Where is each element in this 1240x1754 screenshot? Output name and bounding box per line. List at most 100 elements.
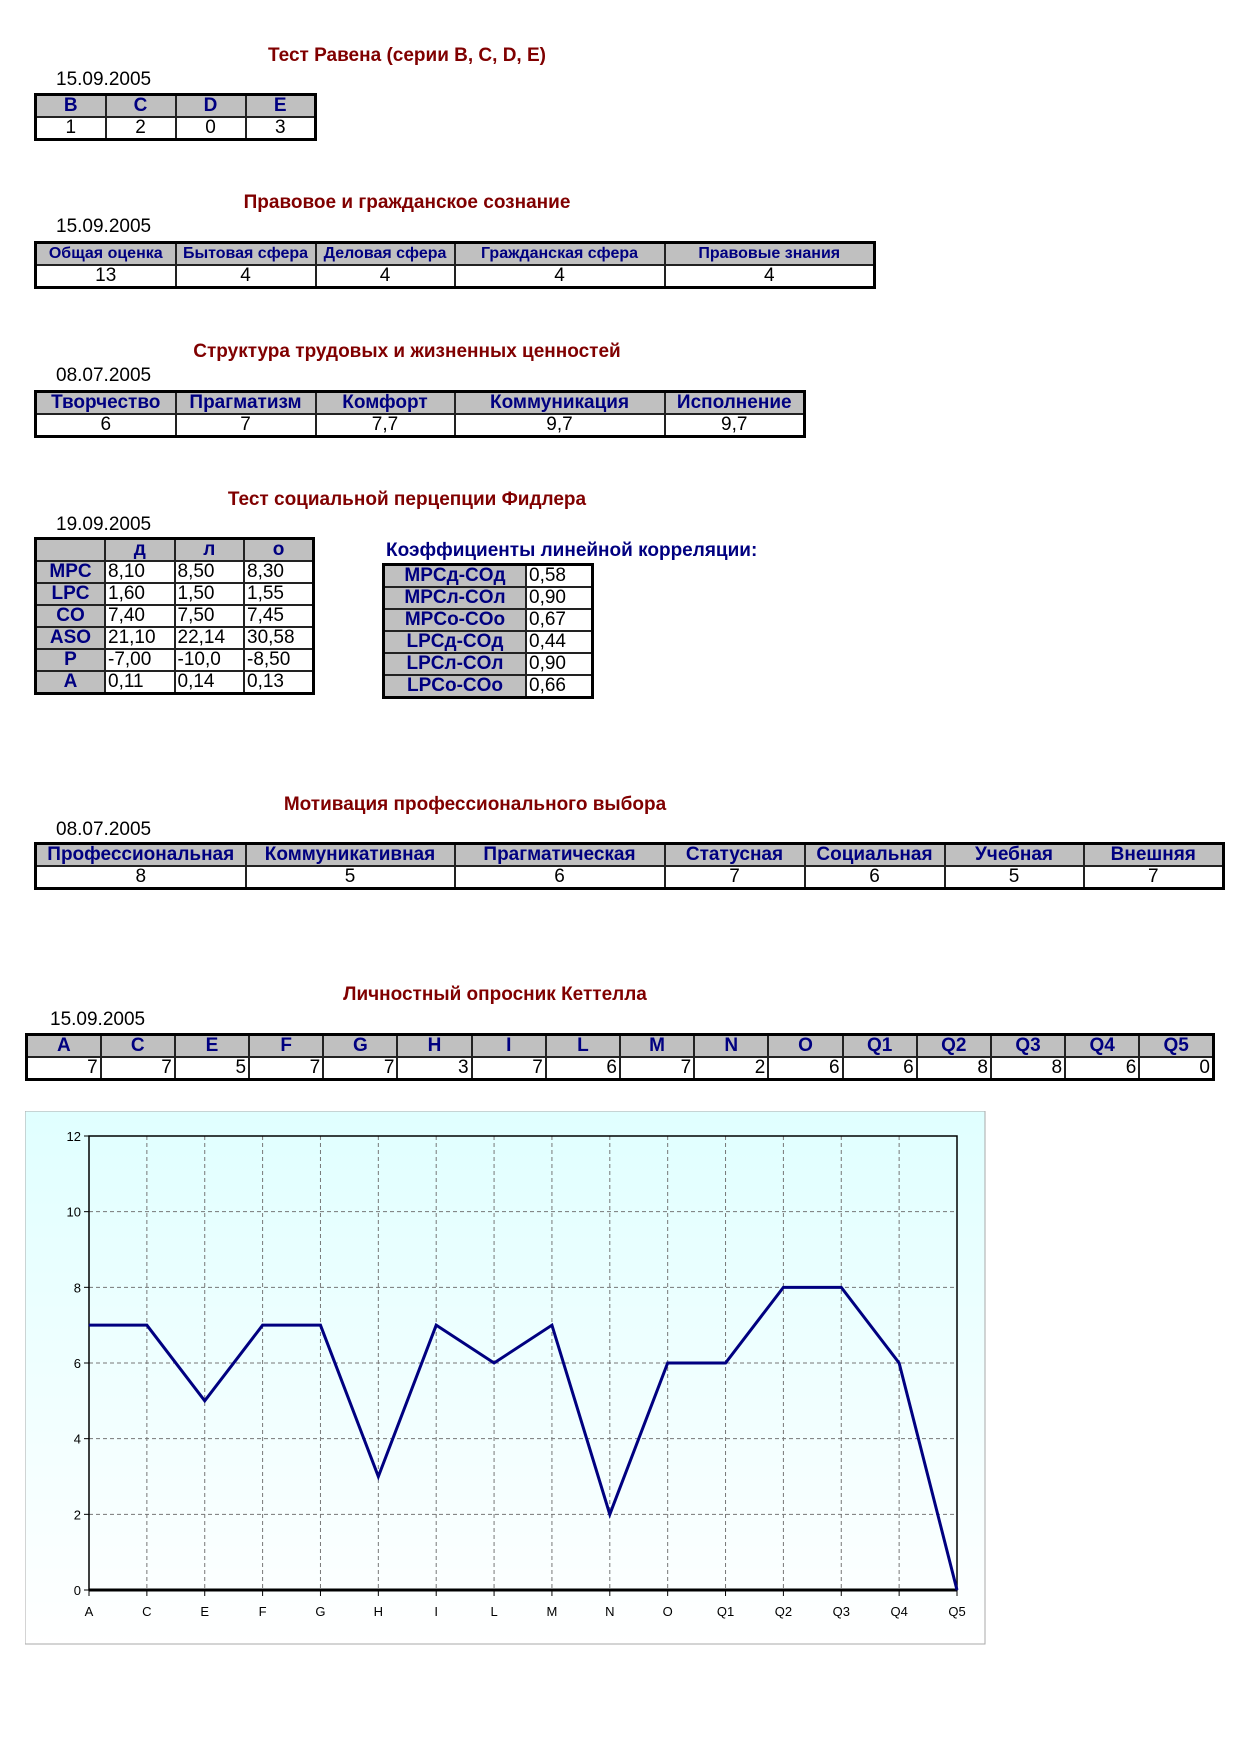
value-cell: 7,7 <box>314 413 456 438</box>
table-row: MPCо-COо 0,67 <box>382 608 594 632</box>
value-cell: 7 <box>248 1056 325 1081</box>
column-header: O <box>767 1033 844 1058</box>
value-cell: 8 <box>34 865 247 890</box>
value-cell: 8,50 <box>173 560 245 584</box>
data-point <box>609 1513 611 1515</box>
value-cell: 7 <box>1082 865 1225 890</box>
column-header: L <box>544 1033 622 1058</box>
value-cell: 0,90 <box>525 652 594 676</box>
row-label: LPC <box>34 582 106 606</box>
data-point <box>898 1362 900 1364</box>
value-cell: 7,50 <box>173 604 245 628</box>
value-cell: 0 <box>174 116 247 141</box>
row-label: MPCо-COо <box>382 608 527 632</box>
x-tick-label: F <box>259 1604 267 1619</box>
values-title: Структура трудовых и жизненных ценностей <box>193 341 621 362</box>
value-cell: 8 <box>915 1056 992 1081</box>
column-header: G <box>322 1033 399 1058</box>
value-cell: 7 <box>618 1056 696 1081</box>
column-header: F <box>248 1033 325 1058</box>
column-header <box>34 537 106 562</box>
x-tick-label: M <box>547 1604 558 1619</box>
values-date: 08.07.2005 <box>56 365 152 386</box>
data-point <box>435 1324 437 1326</box>
value-cell: 3 <box>244 116 317 141</box>
value-cell: 0,14 <box>173 670 245 695</box>
column-header: Бытовая сфера <box>174 241 317 266</box>
x-tick-label: I <box>434 1604 438 1619</box>
value-cell: 0,44 <box>525 630 594 654</box>
x-tick-label: Q1 <box>717 1604 734 1619</box>
column-header: д <box>104 537 176 562</box>
row-label: MPCд-COд <box>382 563 527 588</box>
value-cell: 6 <box>453 865 666 890</box>
value-cell: 0 <box>1138 1056 1215 1081</box>
value-cell: 8,30 <box>243 560 315 584</box>
value-cell: 3 <box>396 1056 473 1081</box>
column-header: Правовые знания <box>663 241 876 266</box>
cattell-table: A C E F G H I L M N O Q1 Q2 Q3 Q4 Q5 7 7 5 7 7 3 7 6 7 2 6 6 8 8 6 0 <box>25 1033 1215 1081</box>
column-header: Гражданская сфера <box>453 241 666 266</box>
header-row: A C E F G H I L M N O Q1 Q2 Q3 Q4 Q5 <box>25 1033 1215 1058</box>
value-cell: 8,10 <box>104 560 176 584</box>
motivation-table: Профессиональная Коммуникативная Прагматич… <box>34 842 1225 890</box>
header-row: Общая оценка Бытовая сфера Деловая сфера Гр… <box>34 241 876 266</box>
table-row: CO 7,40 7,50 7,45 <box>34 604 315 628</box>
row-label: LPCо-COо <box>382 674 527 699</box>
y-tick-label: 0 <box>74 1583 81 1598</box>
motivation-title: Мотивация профессионального выбора <box>283 794 667 815</box>
value-cell: -10,0 <box>173 648 245 672</box>
x-tick-label: L <box>490 1604 497 1619</box>
table-row: MPCд-COд 0,58 <box>382 563 594 588</box>
value-cell: 6 <box>1064 1056 1141 1081</box>
column-header: D <box>174 93 247 118</box>
column-header: Общая оценка <box>34 241 177 266</box>
row-label: A <box>34 670 106 695</box>
header-row: Творчество Прагматизм Комфорт Коммуникация И… <box>34 390 806 415</box>
value-cell: 4 <box>174 264 317 289</box>
correlation-title: Коэффициенты линейной корреляции: <box>386 540 758 561</box>
data-point <box>146 1324 148 1326</box>
values-table: Творчество Прагматизм Комфорт Коммуникация И… <box>34 390 806 438</box>
chart-background <box>25 1111 986 1645</box>
table-row: MPCл-COл 0,90 <box>382 586 594 610</box>
value-cell: 0,67 <box>525 608 594 632</box>
table-row: P -7,00 -10,0 -8,50 <box>34 648 315 672</box>
value-cell: 0,13 <box>243 670 315 695</box>
value-cell: 7 <box>663 865 806 890</box>
table-row: 6 7 7,7 9,7 9,7 <box>34 413 806 438</box>
column-header: H <box>396 1033 473 1058</box>
x-tick-label: A <box>85 1604 94 1619</box>
column-header: Q1 <box>841 1033 918 1058</box>
value-cell: 2 <box>693 1056 770 1081</box>
column-header: C <box>99 1033 176 1058</box>
value-cell: 0,11 <box>104 670 176 695</box>
data-point <box>725 1362 727 1364</box>
raven-date: 15.09.2005 <box>56 69 152 90</box>
column-header: A <box>25 1033 102 1058</box>
table-row: ASO 21,10 22,14 30,58 <box>34 626 315 650</box>
value-cell: 0,66 <box>525 674 594 699</box>
column-header: Комфорт <box>314 390 456 415</box>
column-header: о <box>243 537 315 562</box>
y-tick-label: 8 <box>74 1280 81 1295</box>
value-cell: -8,50 <box>243 648 315 672</box>
y-tick-label: 10 <box>67 1205 81 1220</box>
column-header: л <box>173 537 245 562</box>
value-cell: 13 <box>34 264 177 289</box>
value-cell: 0,58 <box>525 563 594 588</box>
row-label: P <box>34 648 106 672</box>
x-tick-label: Q2 <box>775 1604 792 1619</box>
column-header: C <box>104 93 177 118</box>
data-point <box>319 1324 321 1326</box>
data-point <box>956 1589 958 1591</box>
value-cell: 1 <box>34 116 107 141</box>
column-header: N <box>693 1033 770 1058</box>
legal-date: 15.09.2005 <box>56 216 152 237</box>
value-cell: 4 <box>663 264 876 289</box>
value-cell: 4 <box>314 264 456 289</box>
column-header: Профессиональная <box>34 842 247 867</box>
table-row: A 0,11 0,14 0,13 <box>34 670 315 695</box>
